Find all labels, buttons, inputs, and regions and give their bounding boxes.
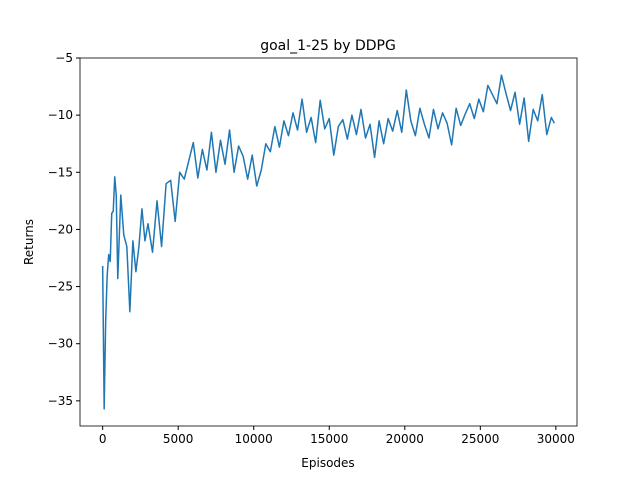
y-tick-label: −10 [48,108,73,122]
chart-title: goal_1-25 by DDPG [260,38,396,54]
plot-frame [79,57,578,427]
y-tick-label: −25 [48,280,73,294]
x-tick-label: 10000 [235,432,273,446]
y-tick-label: −20 [48,222,73,236]
x-tick-label: 20000 [386,432,424,446]
y-tick-label: −30 [48,337,73,351]
x-tick-label: 5000 [163,432,194,446]
y-tick-label: −5 [55,51,73,65]
x-tick-label: 25000 [461,432,499,446]
y-tick-label: −15 [48,165,73,179]
line [101,74,556,410]
y-tick-label: −35 [48,394,73,408]
x-axis-label: Episodes [301,456,354,470]
x-tick-label: 0 [99,432,107,446]
x-tick-label: 15000 [310,432,348,446]
y-axis-label: Returns [22,219,36,265]
x-tick-label: 30000 [537,432,575,446]
